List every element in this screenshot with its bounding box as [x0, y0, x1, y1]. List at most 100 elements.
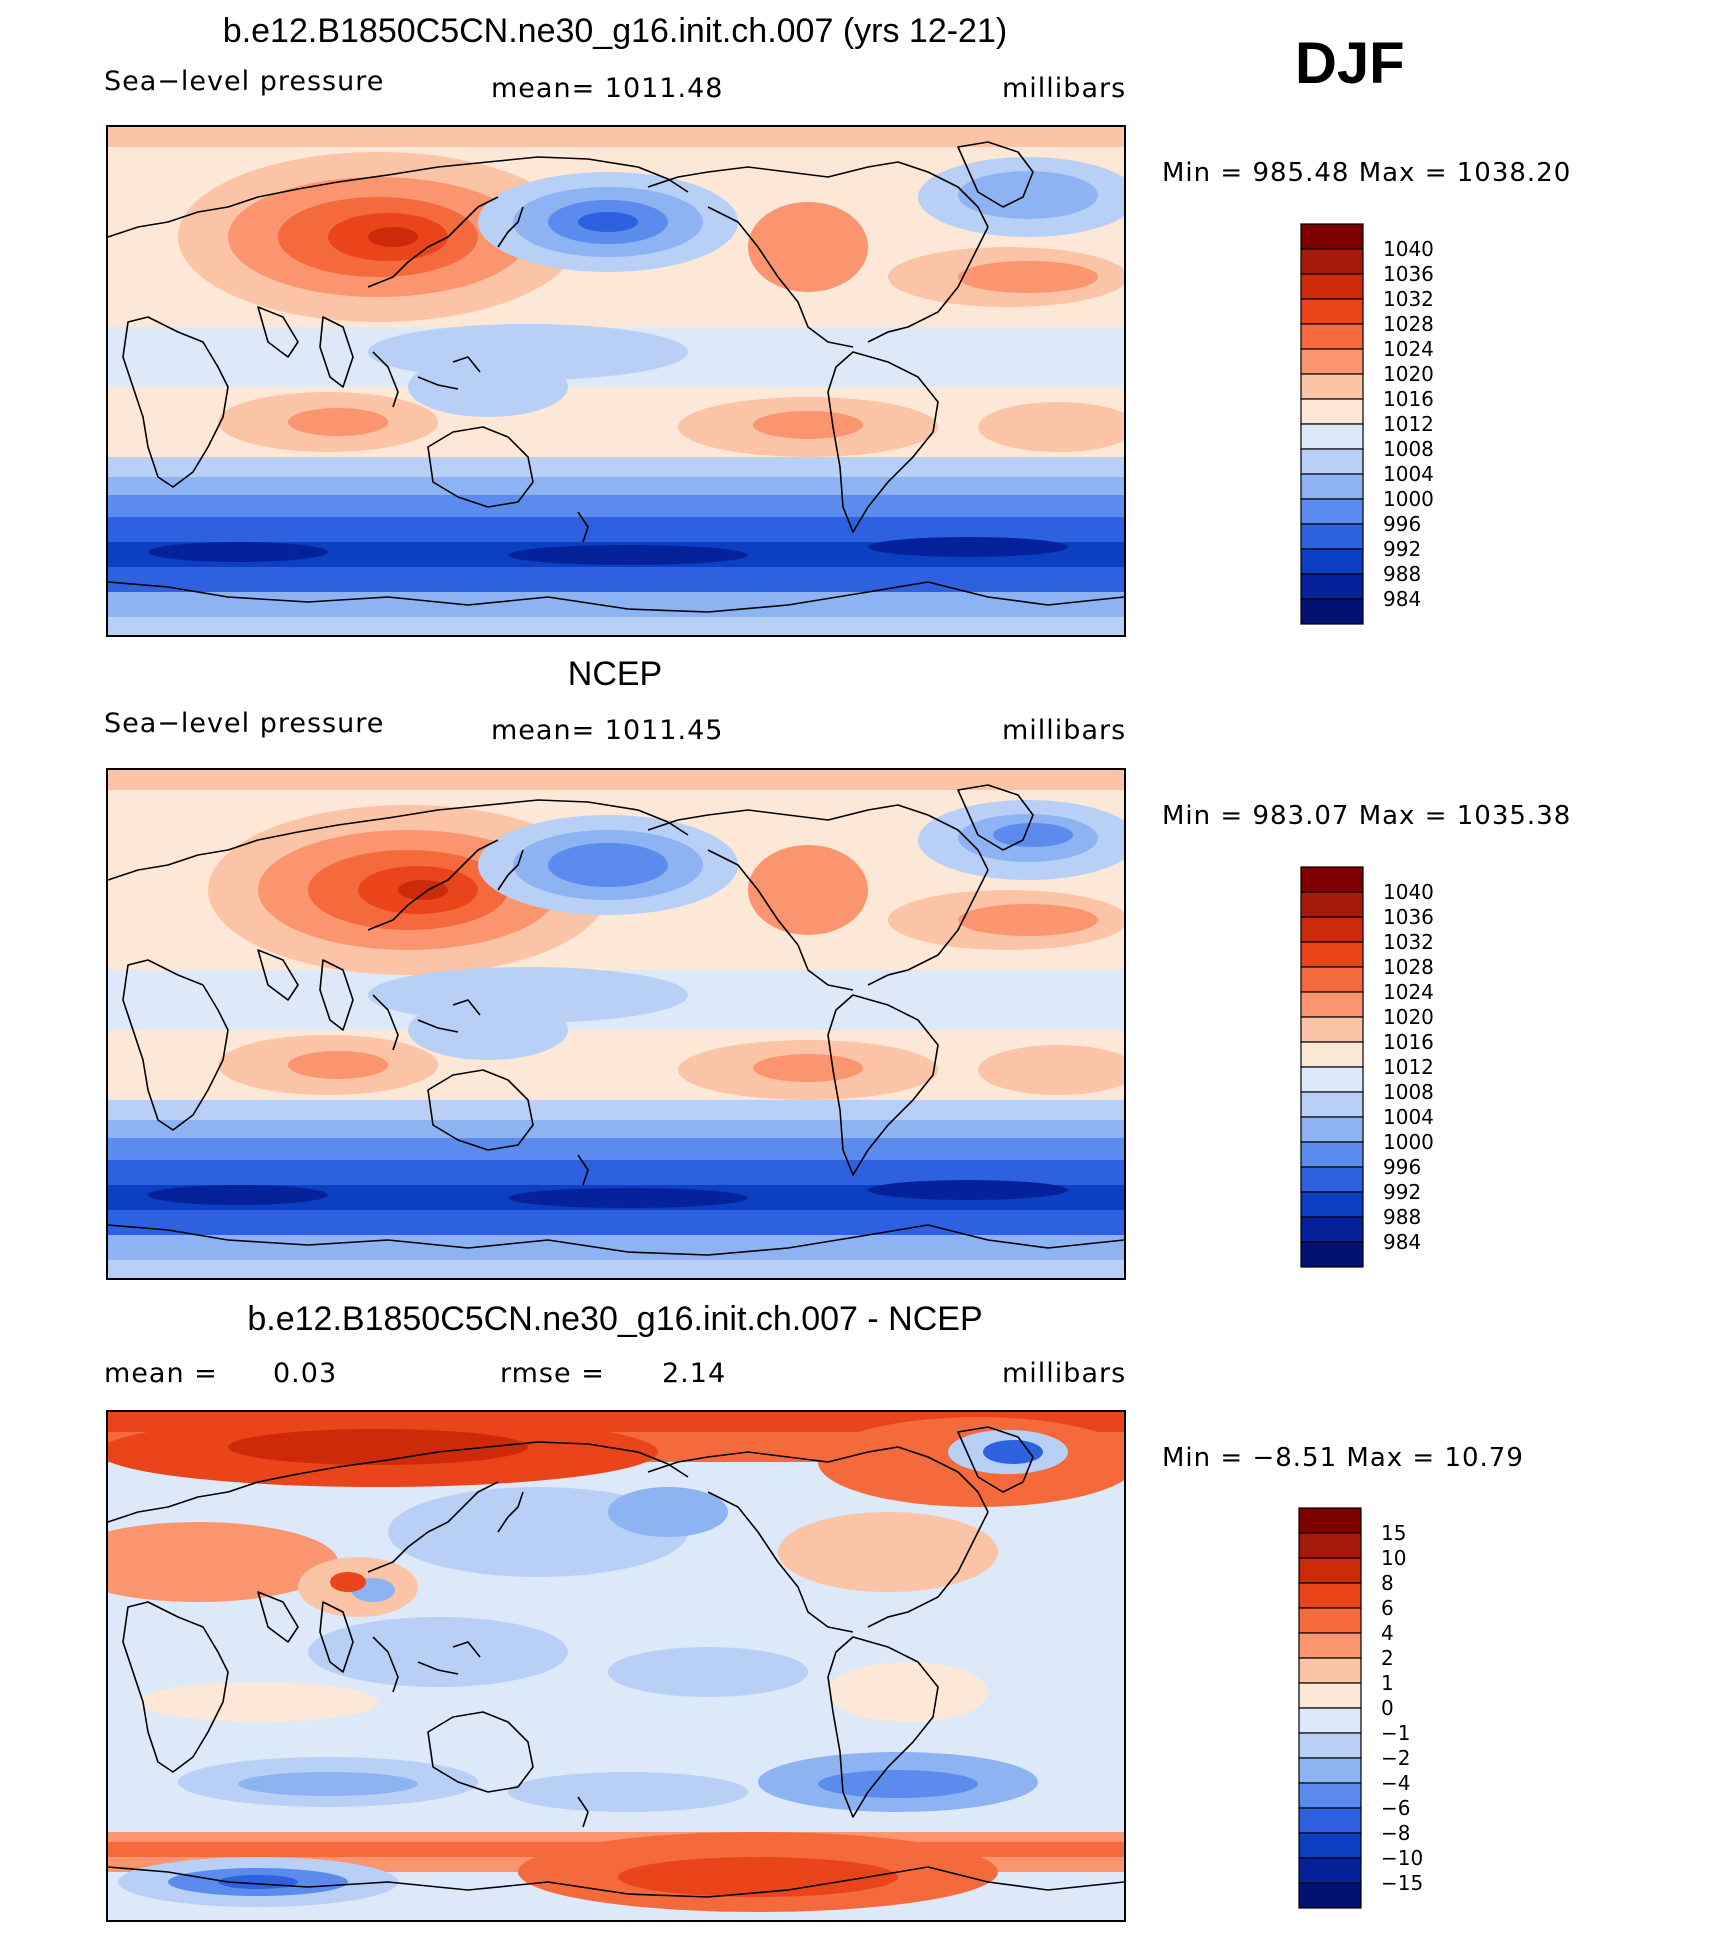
colorbar-tick-label: 992	[1383, 537, 1421, 561]
colorbar-box	[1300, 448, 1364, 475]
colorbar-tick-label: 1008	[1383, 1080, 1434, 1104]
contour-region	[608, 1487, 728, 1537]
colorbar-tick-label: 6	[1381, 1596, 1394, 1620]
colorbar-box	[1300, 966, 1364, 993]
contour-band	[108, 1100, 1124, 1120]
colorbar-tick-label: −1	[1381, 1721, 1410, 1745]
colorbar-box	[1298, 1732, 1362, 1759]
variable-label: Sea−level pressure	[104, 66, 385, 97]
colorbar-tick-label: 1012	[1383, 412, 1434, 436]
min-max-label: Min = −8.51 Max = 10.79	[1162, 1443, 1524, 1473]
colorbar: 1040103610321028102410201016101210081004…	[1300, 223, 1434, 625]
colorbar-box	[1300, 598, 1364, 625]
contour-region	[958, 904, 1098, 936]
contour-region	[508, 1188, 748, 1208]
colorbar-box	[1300, 891, 1364, 918]
colorbar-tick-label: 15	[1381, 1521, 1406, 1545]
colorbar-tick-label: −8	[1381, 1821, 1410, 1845]
colorbar-tick-label: 984	[1383, 1230, 1421, 1254]
contour-region	[828, 1662, 988, 1722]
colorbar-box	[1300, 348, 1364, 375]
contour-band	[108, 617, 1124, 635]
colorbar-tick-label: 1	[1381, 1671, 1394, 1695]
colorbar-tick-label: 1036	[1383, 262, 1434, 286]
units-label: millibars	[1002, 715, 1127, 746]
contour-region	[228, 1429, 528, 1465]
colorbar-tick-label: −10	[1381, 1846, 1423, 1870]
colorbar-box	[1300, 498, 1364, 525]
colorbar-tick-label: 1020	[1383, 362, 1434, 386]
colorbar-box	[1300, 916, 1364, 943]
contour-region	[398, 880, 448, 900]
contour-region	[330, 1572, 366, 1592]
contour-region	[508, 545, 748, 565]
colorbar: 1040103610321028102410201016101210081004…	[1300, 866, 1434, 1268]
panel-title: b.e12.B1850C5CN.ne30_g16.init.ch.007 - N…	[247, 1300, 983, 1338]
colorbar-box	[1300, 473, 1364, 500]
colorbar-tick-label: 984	[1383, 587, 1421, 611]
contour-region	[408, 1000, 568, 1060]
world-map-icon	[108, 1412, 1124, 1920]
contour-region	[748, 845, 868, 935]
panel-title: NCEP	[567, 655, 663, 693]
mean-label: mean =	[104, 1358, 218, 1389]
contour-band	[108, 770, 1124, 790]
colorbar-box	[1300, 866, 1364, 893]
colorbar-tick-label: 1024	[1383, 980, 1434, 1004]
contour-band	[108, 592, 1124, 617]
colorbar-tick-label: 1032	[1383, 287, 1434, 311]
contour-region	[288, 1051, 388, 1079]
colorbar-tick-label: 1028	[1383, 312, 1434, 336]
units-label: millibars	[1002, 73, 1127, 104]
colorbar-tick-label: 1012	[1383, 1055, 1434, 1079]
contour-region	[138, 1682, 378, 1722]
colorbar-tick-label: 1004	[1383, 462, 1434, 486]
colorbar-box	[1298, 1507, 1362, 1534]
variable-label: Sea−level pressure	[104, 708, 385, 739]
contour-band	[108, 127, 1124, 147]
colorbar-tick-label: 8	[1381, 1571, 1394, 1595]
colorbar-box	[1298, 1682, 1362, 1709]
colorbar-tick-label: 1028	[1383, 955, 1434, 979]
colorbar-tick-label: 1000	[1383, 1130, 1434, 1154]
contour-region	[748, 202, 868, 292]
contour-band	[108, 1260, 1124, 1278]
colorbar-box	[1298, 1782, 1362, 1809]
contour-band	[108, 1235, 1124, 1260]
colorbar-tick-label: 1040	[1383, 237, 1434, 261]
colorbar-box	[1300, 423, 1364, 450]
contour-region	[618, 1857, 898, 1897]
contour-region	[778, 1512, 998, 1592]
contour-region	[238, 1772, 418, 1796]
colorbar-box	[1300, 1041, 1364, 1068]
colorbar-box	[1298, 1582, 1362, 1609]
colorbar-tick-label: 988	[1383, 1205, 1421, 1229]
coastlines	[108, 784, 1124, 1256]
colorbar-tick-label: −2	[1381, 1746, 1410, 1770]
contour-region	[108, 1522, 338, 1602]
contour-region	[408, 357, 568, 417]
colorbar-tick-label: 1040	[1383, 880, 1434, 904]
colorbar-tick-label: 4	[1381, 1621, 1394, 1645]
contour-region	[978, 402, 1124, 452]
colorbar-box	[1300, 573, 1364, 600]
colorbar-tick-label: 10	[1381, 1546, 1406, 1570]
contour-band	[108, 1210, 1124, 1235]
contour-map	[106, 125, 1126, 637]
colorbar-box	[1298, 1807, 1362, 1834]
contour-band	[108, 457, 1124, 477]
world-map-icon	[108, 127, 1124, 635]
coastlines	[108, 1426, 1124, 1898]
colorbar-box	[1300, 1141, 1364, 1168]
colorbar-tick-label: 1016	[1383, 1030, 1434, 1054]
colorbar-tick-label: 1032	[1383, 930, 1434, 954]
colorbar-box	[1300, 991, 1364, 1018]
colorbar-box	[1300, 248, 1364, 275]
contour-region	[958, 171, 1098, 219]
colorbar-tick-label: 1004	[1383, 1105, 1434, 1129]
min-max-label: Min = 985.48 Max = 1038.20	[1162, 158, 1572, 188]
colorbar-tick-label: 2	[1381, 1646, 1394, 1670]
coastlines	[108, 141, 1124, 613]
rmse-value: 2.14	[662, 1358, 727, 1389]
